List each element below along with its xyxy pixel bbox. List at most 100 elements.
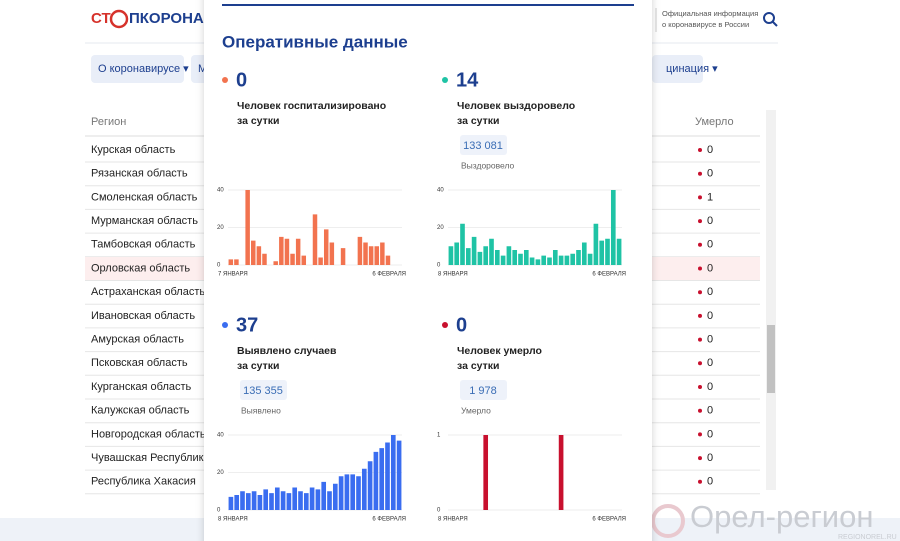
- bar: [228, 259, 234, 265]
- modal-title: Оперативные данные: [222, 32, 408, 51]
- bullet: [442, 77, 448, 83]
- modal: [204, 0, 652, 541]
- bar: [245, 493, 251, 510]
- nav-label[interactable]: О коронавирусе ▾: [98, 63, 189, 75]
- bar: [385, 442, 390, 510]
- bar: [286, 493, 292, 510]
- region-name: Астраханская область: [91, 286, 205, 298]
- bar: [361, 468, 367, 510]
- x-tick-label: 6 ФЕВРАЛЯ: [372, 517, 406, 523]
- died-count: 0: [707, 168, 713, 180]
- card-title: Человек госпитализировано: [237, 100, 386, 112]
- logo-text: ПКОРОНАВИ: [129, 10, 225, 27]
- bar: [605, 238, 610, 265]
- bar: [340, 248, 346, 265]
- scrollbar-thumb[interactable]: [767, 325, 775, 393]
- region-name: Калужская область: [91, 405, 190, 417]
- bar: [373, 451, 379, 510]
- x-tick-label: 8 ЯНВАРЯ: [438, 517, 468, 523]
- bar: [323, 229, 329, 265]
- x-tick-label: 8 ЯНВАРЯ: [218, 517, 248, 523]
- y-tick-label: 20: [437, 225, 444, 231]
- bar: [558, 435, 564, 510]
- region-name: Амурская область: [91, 334, 184, 346]
- nav-button[interactable]: [652, 55, 703, 83]
- region-name: Орловская область: [91, 262, 190, 274]
- header-info: о коронавирусе в России: [662, 20, 749, 29]
- bar: [547, 257, 552, 265]
- bar: [284, 238, 290, 265]
- status-dot: [698, 361, 702, 366]
- bar: [587, 253, 593, 265]
- bar: [338, 476, 344, 510]
- bar: [460, 223, 465, 265]
- bar: [321, 481, 327, 510]
- bar: [374, 246, 379, 265]
- bar: [327, 491, 332, 510]
- bar: [368, 246, 374, 265]
- watermark-logo: [651, 504, 685, 538]
- bar: [274, 487, 280, 510]
- headline-value: 0: [456, 314, 467, 336]
- bar: [290, 253, 295, 265]
- bar: [529, 257, 535, 265]
- bar: [257, 495, 263, 510]
- status-dot: [698, 337, 702, 342]
- status-dot: [698, 242, 702, 247]
- bar: [564, 255, 570, 265]
- x-tick-label: 6 ФЕВРАЛЯ: [372, 272, 406, 278]
- bar: [262, 253, 267, 265]
- bar: [396, 440, 402, 510]
- region-name: Республика Хакасия: [91, 476, 196, 488]
- search-icon[interactable]: [772, 21, 778, 27]
- headline-value: 0: [236, 69, 247, 91]
- bar: [523, 250, 529, 265]
- x-tick-label: 6 ФЕВРАЛЯ: [592, 517, 626, 523]
- died-count: 0: [707, 381, 713, 393]
- search-icon[interactable]: [763, 12, 775, 24]
- status-dot: [698, 195, 702, 200]
- bar: [616, 238, 622, 265]
- died-count: 0: [707, 476, 713, 488]
- x-tick-label: 8 ЯНВАРЯ: [438, 272, 468, 278]
- bar: [234, 495, 240, 510]
- nav-label[interactable]: М: [198, 63, 207, 75]
- bar: [301, 255, 307, 265]
- status-dot: [698, 290, 702, 295]
- card-title: за сутки: [237, 115, 280, 127]
- bar: [292, 487, 298, 510]
- bar: [269, 493, 274, 510]
- nav-label[interactable]: цинация ▾: [666, 63, 718, 75]
- status-dot: [698, 171, 702, 176]
- bar: [329, 242, 335, 265]
- bar: [295, 238, 301, 265]
- bar: [558, 255, 564, 265]
- bar: [379, 448, 385, 510]
- column-header: Регион: [91, 116, 126, 128]
- status-dot: [698, 456, 702, 461]
- bar: [483, 435, 489, 510]
- region-name: Рязанская область: [91, 168, 188, 180]
- bar: [367, 461, 373, 510]
- bar: [541, 255, 547, 265]
- died-count: 0: [707, 310, 713, 322]
- y-tick-label: 0: [437, 508, 441, 514]
- bullet: [222, 322, 228, 328]
- region-name: Тамбовская область: [91, 239, 196, 251]
- bar: [576, 250, 581, 265]
- total-label: Выявлено: [241, 405, 281, 415]
- bar: [471, 236, 477, 265]
- nav-button[interactable]: [91, 55, 184, 83]
- bar: [477, 251, 483, 265]
- bar: [280, 491, 286, 510]
- watermark-name: Орел-регион: [690, 499, 873, 534]
- died-count: 0: [707, 452, 713, 464]
- bar: [303, 493, 309, 510]
- headline-value: 14: [456, 69, 479, 91]
- died-count: 0: [707, 428, 713, 440]
- total-value: 135 355: [243, 385, 283, 397]
- scrollbar-track: [766, 110, 776, 490]
- bar: [312, 214, 318, 265]
- bar: [279, 236, 284, 265]
- bar: [263, 489, 269, 510]
